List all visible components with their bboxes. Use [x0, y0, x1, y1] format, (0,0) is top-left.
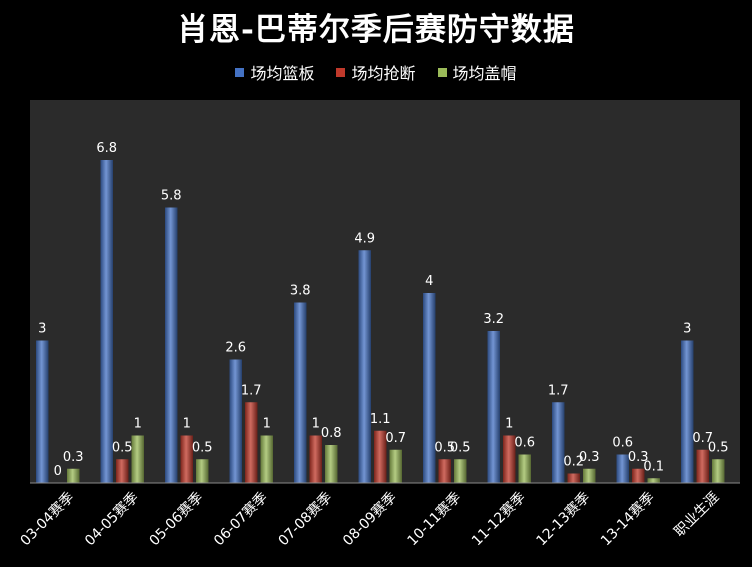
x-tick-labels: 03-04赛季 04-05赛季 05-06赛季 06-07赛季 07-08赛季 08-09… [17, 489, 722, 549]
data-label-steals-4: 1 [312, 417, 320, 432]
data-label-steals-1: 0.5 [112, 440, 133, 455]
bar-rebounds-10 [681, 340, 694, 483]
bar-steals-1 [116, 459, 129, 483]
bar-rebounds-1 [100, 160, 113, 483]
bar-steals-10 [696, 449, 709, 483]
bar-rebounds-2 [165, 207, 178, 483]
data-label-steals-3: 1.7 [241, 383, 262, 398]
data-labels-layer: 300.36.80.515.810.52.61.713.810.84.91.10… [38, 141, 728, 479]
x-tick-label-1: 04-05赛季 [82, 489, 142, 549]
legend-label-rebounds: 场均篮板 [250, 64, 315, 83]
bar-blocks-10 [712, 459, 725, 483]
legend-label-blocks: 场均盖帽 [452, 64, 517, 83]
x-tick-label-2: 05-06赛季 [146, 489, 206, 549]
data-label-blocks-4: 0.8 [321, 426, 342, 441]
bar-steals-5 [374, 430, 387, 483]
x-tick-label-6: 10-11赛季 [404, 489, 464, 549]
bar-steals-6 [438, 459, 451, 483]
data-label-blocks-0: 0.3 [63, 450, 84, 465]
data-label-rebounds-10: 3 [683, 322, 691, 337]
legend-swatch-blocks [437, 67, 447, 77]
x-tick-label-10: 职业生涯 [671, 489, 722, 540]
bar-blocks-3 [260, 435, 273, 483]
legend-item-steals: 场均抢断 [336, 60, 416, 84]
plot-area [30, 100, 740, 483]
legend-item-blocks: 场均盖帽 [437, 60, 517, 84]
data-label-rebounds-0: 3 [38, 322, 46, 337]
legend-item-rebounds: 场均篮板 [235, 60, 314, 84]
bar-steals-4 [309, 435, 322, 483]
legend: 场均篮板 场均抢断 场均盖帽 [0, 60, 752, 84]
legend-swatch-steals [336, 67, 346, 77]
legend-label-steals: 场均抢断 [351, 64, 416, 83]
bar-blocks-8 [583, 468, 596, 483]
data-label-blocks-3: 1 [263, 417, 271, 432]
bar-rebounds-7 [487, 331, 500, 483]
legend-swatch-rebounds [235, 67, 245, 77]
data-label-steals-8: 0.2 [563, 455, 584, 470]
bar-blocks-0 [67, 468, 80, 483]
bar-blocks-6 [454, 459, 467, 483]
data-label-rebounds-1: 6.8 [96, 141, 117, 156]
data-label-blocks-2: 0.5 [192, 440, 213, 455]
bar-steals-7 [503, 435, 516, 483]
data-label-blocks-10: 0.5 [708, 440, 729, 455]
data-label-steals-10: 0.7 [692, 431, 713, 446]
data-label-steals-2: 1 [183, 417, 191, 432]
data-label-steals-7: 1 [505, 417, 513, 432]
bar-blocks-7 [518, 454, 531, 483]
chart-title: 肖恩-巴蒂尔季后赛防守数据 [177, 12, 575, 48]
data-label-blocks-8: 0.3 [579, 450, 600, 465]
bar-blocks-1 [131, 435, 144, 483]
bar-rebounds-5 [358, 250, 371, 483]
bar-steals-9 [632, 468, 645, 483]
data-label-steals-0: 0 [54, 464, 62, 479]
data-label-rebounds-9: 0.6 [612, 436, 633, 451]
bar-steals-8 [567, 473, 580, 483]
bar-rebounds-9 [616, 454, 629, 483]
data-label-steals-6: 0.5 [434, 440, 455, 455]
data-label-blocks-1: 1 [134, 417, 142, 432]
data-label-blocks-7: 0.6 [514, 436, 535, 451]
x-tick-label-0: 03-04赛季 [17, 489, 77, 549]
x-tick-label-7: 11-12赛季 [469, 489, 529, 549]
data-label-steals-9: 0.3 [628, 450, 649, 465]
data-label-blocks-5: 0.7 [385, 431, 406, 446]
bar-blocks-9 [647, 478, 660, 483]
x-tick-label-8: 12-13赛季 [533, 489, 593, 549]
x-tick-label-4: 07-08赛季 [275, 489, 335, 549]
bar-steals-2 [180, 435, 193, 483]
data-label-rebounds-7: 3.2 [483, 312, 504, 327]
bars-layer [36, 160, 725, 483]
bar-blocks-2 [196, 459, 209, 483]
bar-rebounds-8 [552, 402, 565, 483]
data-label-rebounds-2: 5.8 [161, 189, 182, 204]
bar-rebounds-6 [423, 293, 436, 483]
bar-steals-3 [245, 402, 258, 483]
bar-blocks-4 [325, 445, 338, 483]
data-label-blocks-6: 0.5 [450, 440, 471, 455]
bar-blocks-5 [389, 449, 402, 483]
data-label-rebounds-4: 3.8 [290, 284, 311, 299]
x-tick-label-5: 08-09赛季 [340, 489, 400, 549]
data-label-steals-5: 1.1 [370, 412, 391, 427]
bar-rebounds-3 [229, 359, 242, 483]
bar-rebounds-4 [294, 302, 307, 483]
data-label-rebounds-8: 1.7 [548, 383, 569, 398]
x-tick-label-3: 06-07赛季 [211, 489, 271, 549]
x-tick-label-9: 13-14赛季 [598, 489, 658, 549]
data-label-rebounds-5: 4.9 [354, 231, 375, 246]
data-label-rebounds-3: 2.6 [225, 341, 246, 356]
data-label-rebounds-6: 4 [425, 274, 433, 289]
data-label-blocks-9: 0.1 [643, 459, 664, 474]
bar-rebounds-0 [36, 340, 49, 483]
